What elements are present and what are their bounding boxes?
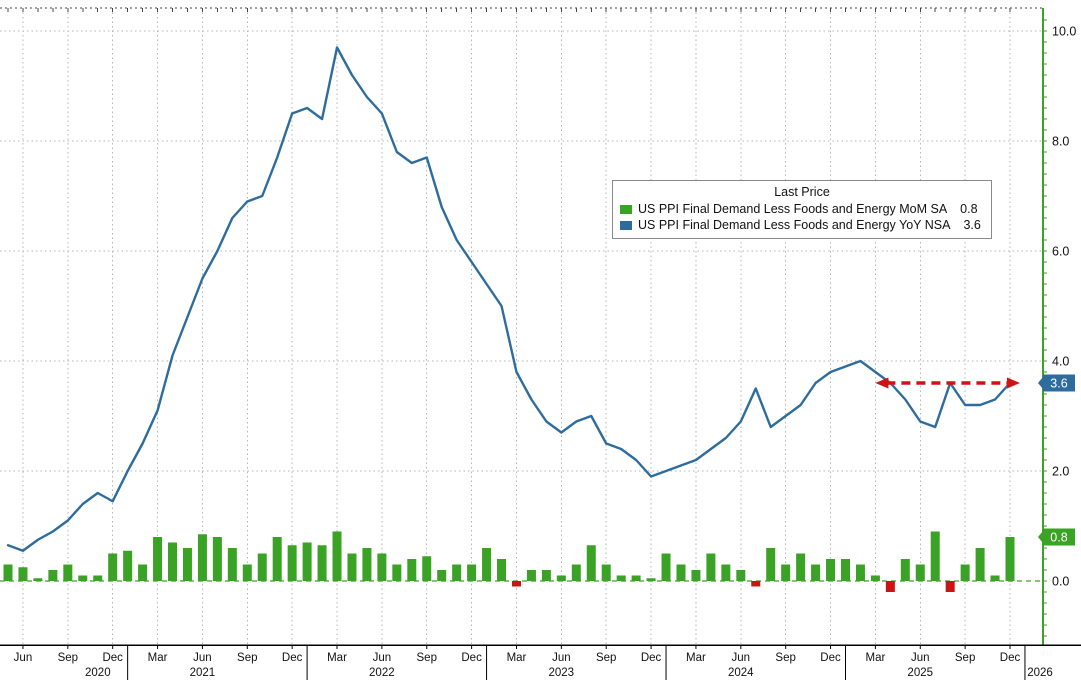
legend-item-mom: US PPI Final Demand Less Foods and Energ…	[620, 201, 984, 217]
svg-text:Dec: Dec	[820, 652, 841, 664]
svg-text:Mar: Mar	[507, 652, 527, 664]
svg-text:2023: 2023	[549, 667, 575, 679]
svg-text:Mar: Mar	[327, 652, 347, 664]
svg-text:Sep: Sep	[237, 652, 257, 664]
svg-text:Sep: Sep	[417, 652, 437, 664]
svg-text:0.8: 0.8	[1050, 531, 1067, 545]
svg-text:Jun: Jun	[14, 652, 33, 664]
svg-text:2024: 2024	[728, 667, 754, 679]
svg-text:Dec: Dec	[461, 652, 482, 664]
svg-text:Dec: Dec	[282, 652, 303, 664]
svg-text:6.0: 6.0	[1052, 245, 1069, 259]
svg-text:4.0: 4.0	[1052, 355, 1069, 369]
svg-text:Jun: Jun	[193, 652, 212, 664]
x-axis: Jun Sep Dec Mar Jun Sep Dec Mar Jun Sep Dec Mar Jun S…	[0, 644, 1081, 680]
last-price-badge-0.8: 0.8	[1038, 528, 1075, 546]
svg-text:2025: 2025	[907, 667, 933, 679]
legend-item-yoy: US PPI Final Demand Less Foods and Energ…	[620, 217, 984, 233]
svg-text:Dec: Dec	[641, 652, 662, 664]
svg-text:2.0: 2.0	[1052, 465, 1069, 479]
svg-text:Sep: Sep	[955, 652, 975, 664]
svg-text:Dec: Dec	[1000, 652, 1021, 664]
mom-series-swatch-icon	[620, 204, 632, 214]
legend-label-mom: US PPI Final Demand Less Foods and Energ…	[638, 202, 948, 216]
svg-text:2021: 2021	[190, 667, 216, 679]
svg-text:Sep: Sep	[775, 652, 795, 664]
svg-text:10.0: 10.0	[1052, 25, 1076, 39]
svg-text:0.0: 0.0	[1052, 575, 1069, 589]
yoy-series-swatch-icon	[620, 220, 632, 230]
legend-value-yoy: 3.6	[963, 218, 981, 232]
svg-text:Mar: Mar	[686, 652, 706, 664]
svg-text:Jun: Jun	[911, 652, 930, 664]
legend-title: Last Price	[774, 185, 830, 199]
svg-text:2026: 2026	[1027, 667, 1053, 679]
yoy-line-series	[6, 46, 1012, 552]
legend-box: Last Price US PPI Final Demand Less Food…	[612, 180, 992, 239]
legend-label-yoy: US PPI Final Demand Less Foods and Energ…	[638, 218, 951, 232]
arrow-annotation	[875, 377, 1020, 389]
gridlines	[0, 8, 1043, 645]
last-price-badge-3.6: 3.6	[1038, 374, 1075, 392]
svg-text:8.0: 8.0	[1052, 135, 1069, 149]
svg-text:Jun: Jun	[373, 652, 392, 664]
svg-text:Sep: Sep	[596, 652, 616, 664]
svg-text:Sep: Sep	[58, 652, 78, 664]
y-axis: 10.0 8.0 6.0 4.0 2.0 0.0 3.6 0.8	[1038, 8, 1076, 645]
svg-text:3.6: 3.6	[1050, 377, 1067, 391]
svg-text:Mar: Mar	[865, 652, 885, 664]
svg-text:Mar: Mar	[148, 652, 168, 664]
mom-bars-series	[3, 531, 1015, 592]
svg-text:2020: 2020	[85, 667, 111, 679]
legend-value-mom: 0.8	[960, 202, 978, 216]
svg-text:Dec: Dec	[102, 652, 123, 664]
svg-text:2022: 2022	[369, 667, 395, 679]
svg-text:Jun: Jun	[552, 652, 571, 664]
top-border	[0, 7, 1043, 12]
svg-text:Jun: Jun	[732, 652, 751, 664]
